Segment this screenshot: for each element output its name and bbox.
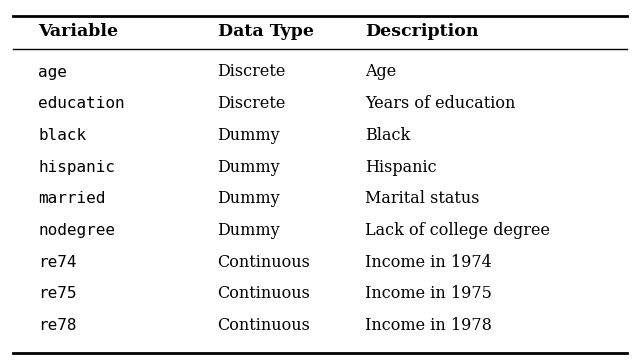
Text: Lack of college degree: Lack of college degree <box>365 222 550 239</box>
Text: Continuous: Continuous <box>218 317 310 334</box>
Text: Marital status: Marital status <box>365 190 479 207</box>
Text: Hispanic: Hispanic <box>365 158 436 176</box>
Text: re74: re74 <box>38 255 77 270</box>
Text: Continuous: Continuous <box>218 285 310 302</box>
Text: Data Type: Data Type <box>218 23 314 40</box>
Text: Continuous: Continuous <box>218 253 310 271</box>
Text: Income in 1974: Income in 1974 <box>365 253 492 271</box>
Text: Years of education: Years of education <box>365 95 515 112</box>
Text: Income in 1975: Income in 1975 <box>365 285 492 302</box>
Text: Discrete: Discrete <box>218 95 286 112</box>
Text: re75: re75 <box>38 286 77 301</box>
Text: age: age <box>38 64 67 80</box>
Text: Dummy: Dummy <box>218 222 280 239</box>
Text: Variable: Variable <box>38 23 118 40</box>
Text: Description: Description <box>365 23 478 40</box>
Text: re78: re78 <box>38 318 77 333</box>
Text: Income in 1978: Income in 1978 <box>365 317 492 334</box>
Text: hispanic: hispanic <box>38 159 115 175</box>
Text: Discrete: Discrete <box>218 63 286 81</box>
Text: Black: Black <box>365 127 410 144</box>
Text: education: education <box>38 96 125 111</box>
Text: black: black <box>38 128 86 143</box>
Text: Dummy: Dummy <box>218 190 280 207</box>
Text: Dummy: Dummy <box>218 158 280 176</box>
Text: married: married <box>38 191 106 206</box>
Text: Dummy: Dummy <box>218 127 280 144</box>
Text: Age: Age <box>365 63 396 81</box>
Text: nodegree: nodegree <box>38 223 115 238</box>
